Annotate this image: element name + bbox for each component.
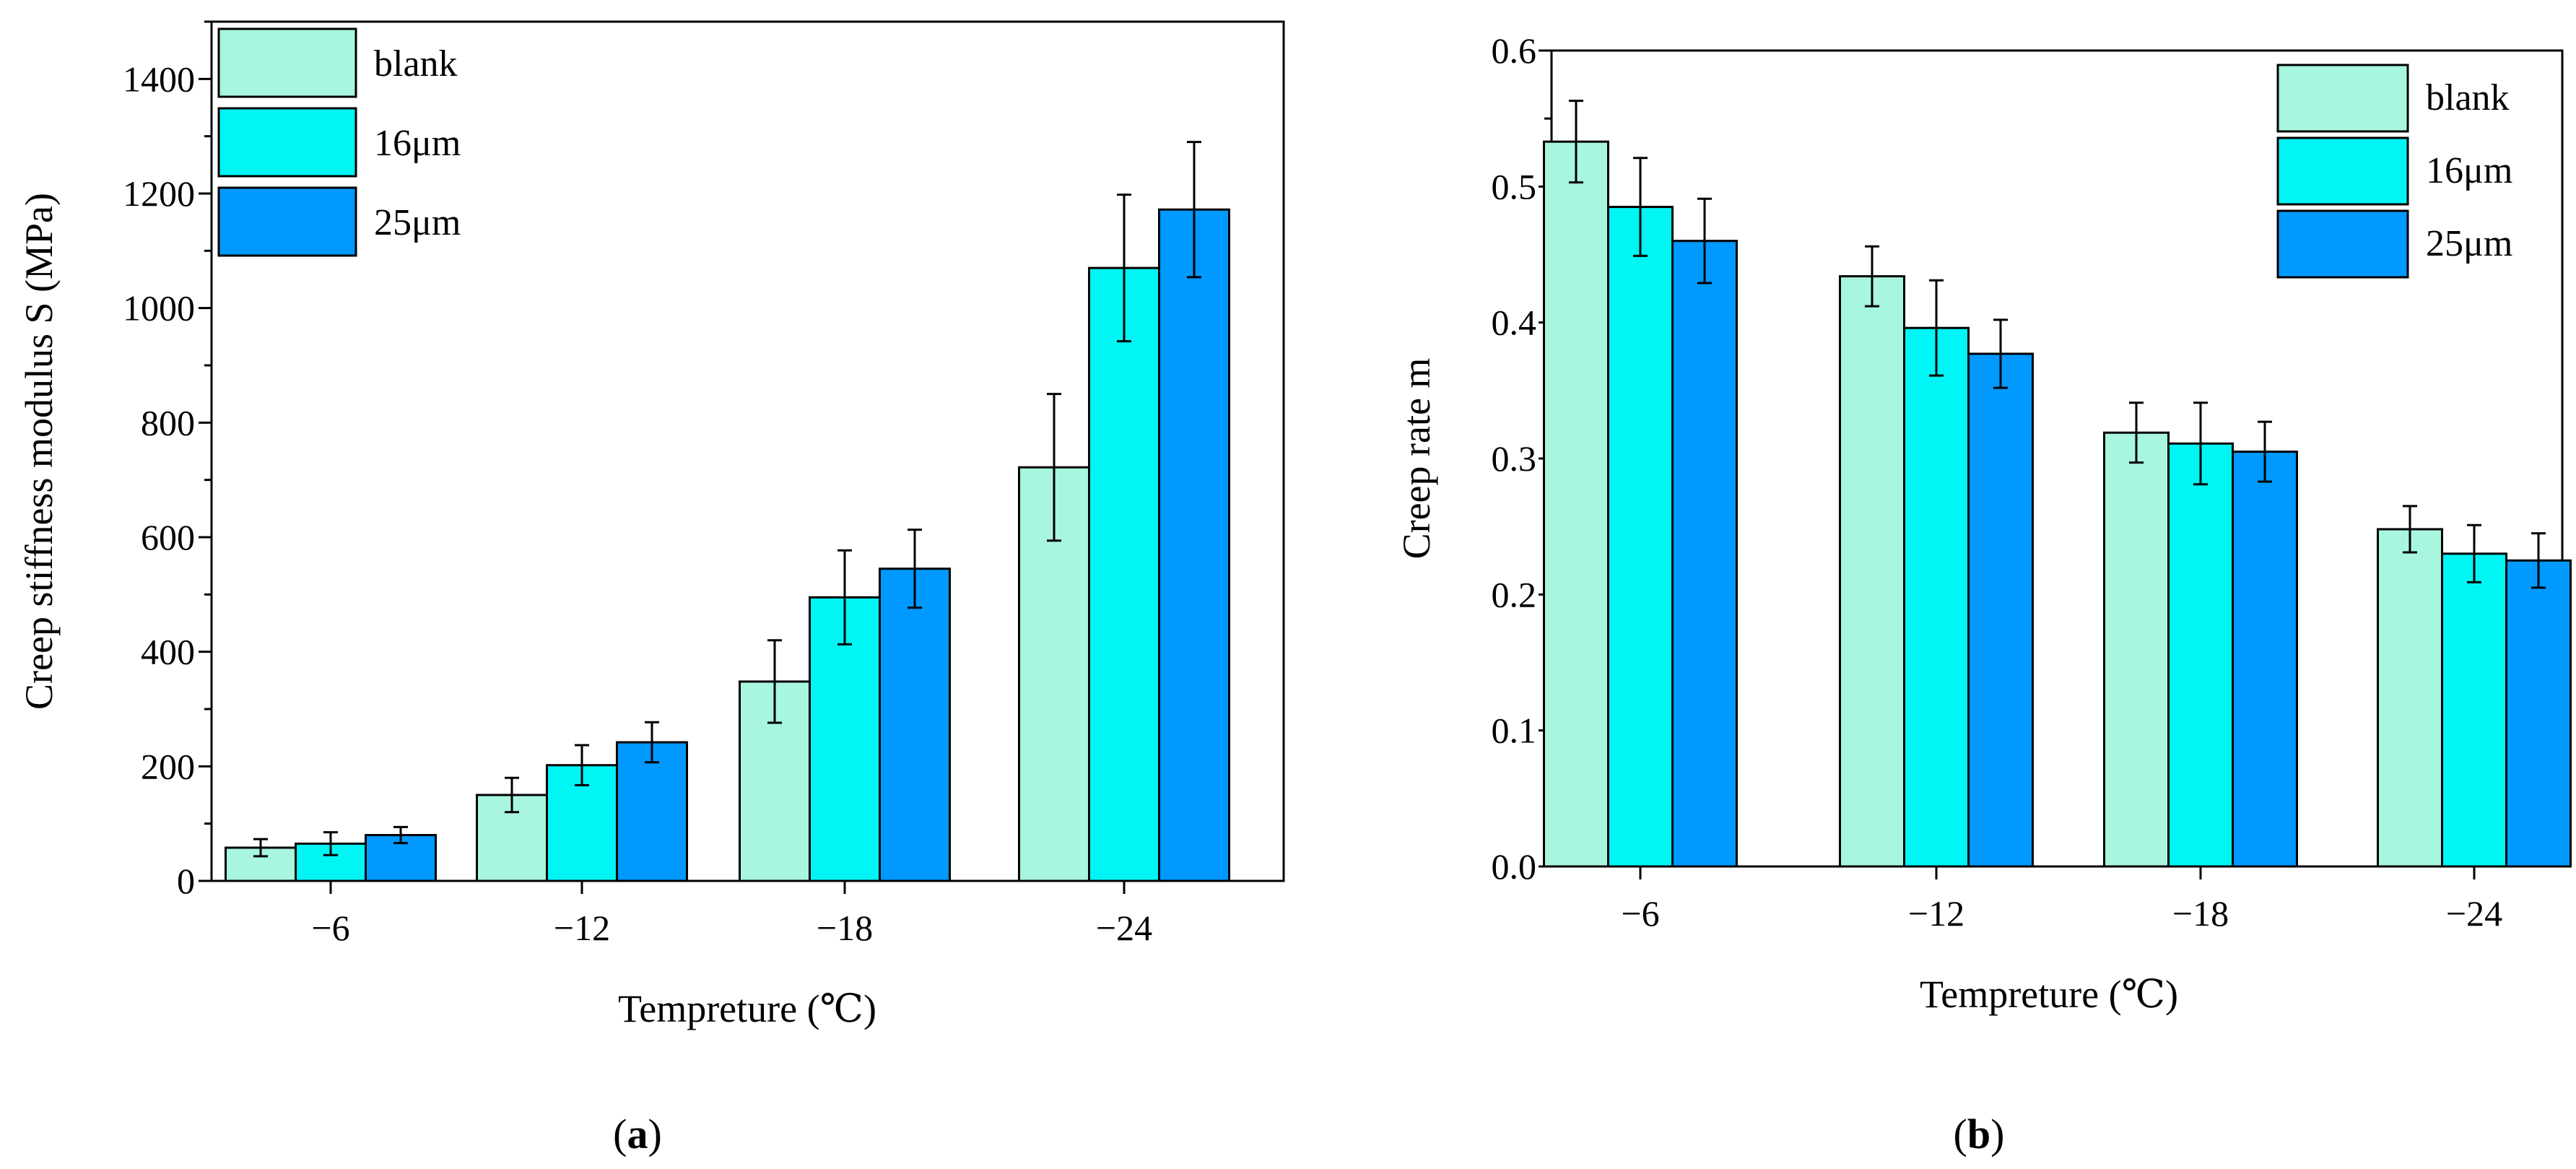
x-tick-label: −6 — [1621, 893, 1659, 934]
legend-label: 16μm — [2426, 150, 2512, 191]
x-tick-label: −12 — [1908, 893, 1964, 934]
legend-label: 25μm — [374, 202, 461, 243]
error-bar — [2129, 401, 2144, 464]
x-tick-label: −18 — [2172, 893, 2229, 934]
x-tick-label: −18 — [817, 908, 873, 948]
y-axis-a: 0 200 400 600 800 1000 1200 1400 — [123, 20, 212, 901]
y-tick-label: 0.1 — [1492, 710, 1537, 751]
legend-label: blank — [374, 43, 458, 84]
error-bar — [2258, 420, 2272, 483]
chart-panel-a: 0 200 400 600 800 1000 1200 1400 −6 −12 −18 −24 bl… — [17, 20, 1285, 1157]
y-tick-label: 0.6 — [1492, 30, 1537, 71]
legend-label: 16μm — [374, 123, 461, 164]
error-bar — [1047, 393, 1061, 542]
error-bar — [1633, 157, 1648, 257]
panel-label-b-letter: b — [1967, 1111, 1990, 1157]
legend-label: blank — [2426, 77, 2510, 118]
bar — [1839, 275, 1905, 868]
legend-swatch — [2276, 64, 2409, 133]
x-tick-label: −24 — [1096, 908, 1152, 948]
x-tick-label: −24 — [2446, 893, 2502, 934]
error-bar — [1117, 194, 1131, 343]
bar — [2103, 431, 2170, 868]
legend-swatch — [217, 27, 357, 98]
y-tick-label: 0.5 — [1492, 166, 1537, 207]
panel-label-b-open: ( — [1954, 1111, 1967, 1157]
bar — [1088, 266, 1160, 882]
error-bar — [2193, 401, 2208, 486]
legend-b: blank 16μm 25μm — [2276, 64, 2512, 279]
bar — [1903, 326, 1970, 868]
x-tick-label: −12 — [554, 908, 610, 948]
error-bar — [1697, 197, 1712, 284]
bar — [1158, 208, 1230, 882]
x-axis-a: −6 −12 −18 −24 — [311, 881, 1152, 948]
y-tick-label: 1000 — [123, 288, 195, 329]
error-bar — [1569, 100, 1583, 184]
panel-label-a: (a) — [613, 1111, 662, 1157]
bar — [879, 568, 951, 882]
bar — [2441, 552, 2507, 868]
x-axis-b: −6 −12 −18 −24 — [1621, 866, 2502, 934]
panel-label-a-letter: a — [627, 1111, 648, 1157]
bar — [2377, 528, 2443, 868]
y-tick-label: 0.3 — [1492, 438, 1537, 479]
error-bar — [2467, 523, 2481, 583]
bar — [1543, 140, 1609, 868]
error-bar — [908, 529, 922, 609]
error-bar — [323, 831, 338, 856]
error-bar — [1929, 279, 1944, 377]
panel-label-a-open: ( — [613, 1111, 627, 1157]
chart-panel-b: 0.0 0.1 0.2 0.3 0.4 0.5 0.6 −6 −12 −18 −24 blank 1… — [1395, 30, 2572, 1157]
y-axis-title-a: Creep stiffness modulus S (MPa) — [17, 193, 61, 710]
error-bar — [767, 639, 782, 724]
error-bar — [837, 549, 852, 646]
bar — [1967, 352, 2034, 868]
panel-label-b-close: ) — [1990, 1111, 2004, 1157]
legend-swatch — [217, 107, 357, 178]
y-axis-title-b: Creep rate m — [1395, 358, 1438, 560]
error-bar — [2531, 532, 2546, 589]
bars-b — [1543, 100, 2572, 868]
x-axis-title-b: Tempreture (℃) — [1920, 973, 2178, 1016]
error-bar — [1187, 141, 1201, 279]
error-bar — [393, 825, 408, 845]
y-tick-label: 1400 — [123, 58, 195, 99]
y-tick-label: 600 — [141, 517, 195, 557]
y-tick-label: 0.2 — [1492, 574, 1537, 614]
y-axis-b: 0.0 0.1 0.2 0.3 0.4 0.5 0.6 — [1492, 30, 1552, 887]
y-tick-label: 0.4 — [1492, 303, 1537, 343]
bar — [1607, 206, 1674, 868]
error-bar — [2403, 505, 2417, 554]
x-tick-label: −6 — [311, 908, 349, 948]
error-bar — [645, 721, 659, 764]
y-tick-label: 400 — [141, 632, 195, 672]
bar — [2167, 442, 2234, 868]
y-tick-label: 1200 — [123, 173, 195, 214]
bar — [2505, 559, 2572, 868]
y-tick-label: 0 — [177, 861, 195, 901]
legend-swatch — [2276, 136, 2409, 206]
panel-label-a-close: ) — [648, 1111, 662, 1157]
legend-swatch — [217, 186, 357, 257]
y-tick-label: 200 — [141, 746, 195, 786]
bar — [2232, 451, 2298, 868]
error-bar — [1865, 245, 1879, 308]
y-tick-label: 800 — [141, 402, 195, 443]
legend-a: blank 16μm 25μm — [217, 27, 461, 257]
y-tick-label: 0.0 — [1492, 846, 1537, 887]
x-axis-title-a: Tempreture (℃) — [618, 987, 876, 1030]
legend-label: 25μm — [2426, 223, 2512, 264]
bars-a — [225, 141, 1230, 882]
bar — [616, 741, 688, 882]
error-bar — [575, 744, 589, 787]
error-bar — [1993, 318, 2008, 389]
panel-label-b: (b) — [1954, 1111, 2005, 1157]
legend-swatch — [2276, 209, 2409, 279]
error-bar — [505, 776, 519, 814]
error-bar — [253, 838, 268, 858]
bar — [1671, 240, 1738, 868]
